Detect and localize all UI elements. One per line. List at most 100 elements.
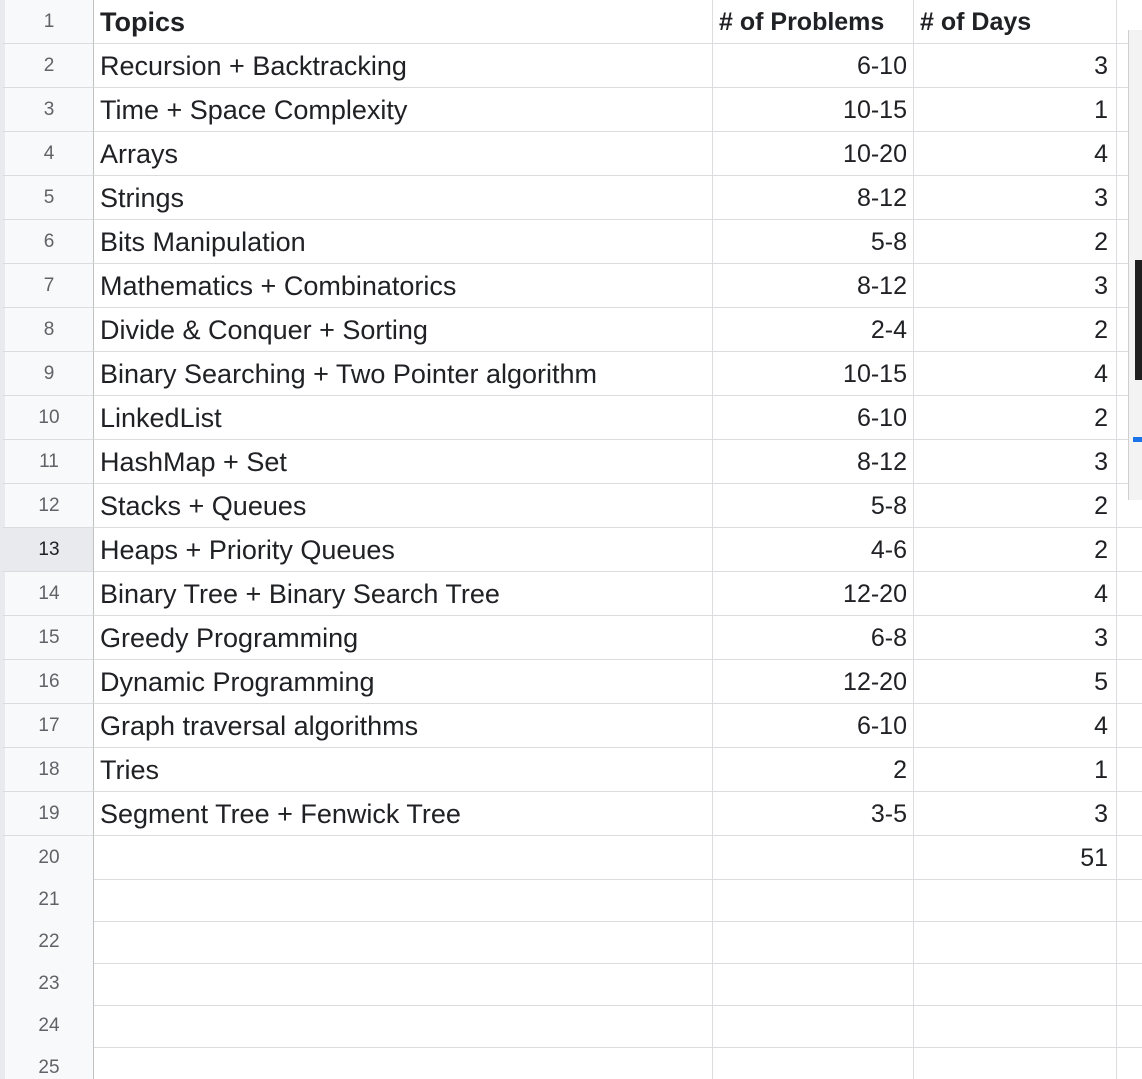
days-cell[interactable]: 3 <box>914 792 1117 836</box>
days-cell[interactable]: 3 <box>914 44 1117 88</box>
problems-cell[interactable]: 8-12 <box>713 264 914 308</box>
problems-cell[interactable]: 8-12 <box>713 440 914 484</box>
topic-cell[interactable]: HashMap + Set <box>94 440 713 484</box>
problems-cell[interactable]: 6-8 <box>713 616 914 660</box>
row-number[interactable]: 15 <box>0 616 94 660</box>
header-problems-cell[interactable]: # of Problems <box>713 0 914 44</box>
row-number[interactable]: 6 <box>0 220 94 264</box>
days-cell[interactable]: 1 <box>914 88 1117 132</box>
row-number[interactable]: 14 <box>0 572 94 616</box>
row-number[interactable]: 2 <box>0 44 94 88</box>
row-number[interactable]: 12 <box>0 484 94 528</box>
header-topics-cell[interactable]: Topics <box>94 0 713 44</box>
days-cell[interactable]: 3 <box>914 264 1117 308</box>
row-number[interactable]: 19 <box>0 792 94 836</box>
empty-cell[interactable] <box>1117 1004 1142 1048</box>
problems-cell[interactable]: 6-10 <box>713 44 914 88</box>
topic-cell[interactable]: Arrays <box>94 132 713 176</box>
problems-cell[interactable]: 2-4 <box>713 308 914 352</box>
problems-cell[interactable]: 12-20 <box>713 660 914 704</box>
problems-cell[interactable]: 2 <box>713 748 914 792</box>
topic-cell[interactable]: Tries <box>94 748 713 792</box>
empty-cell[interactable] <box>1117 528 1142 572</box>
row-number[interactable]: 24 <box>0 1004 94 1048</box>
row-number[interactable]: 4 <box>0 132 94 176</box>
topic-cell[interactable] <box>94 962 713 1006</box>
topic-cell[interactable]: Bits Manipulation <box>94 220 713 264</box>
problems-cell[interactable] <box>713 878 914 922</box>
days-cell[interactable]: 2 <box>914 220 1117 264</box>
empty-cell[interactable] <box>1117 704 1142 748</box>
problems-cell[interactable] <box>713 1004 914 1048</box>
empty-cell[interactable] <box>1117 792 1142 836</box>
row-number[interactable]: 17 <box>0 704 94 748</box>
empty-cell[interactable] <box>1117 484 1142 528</box>
problems-cell[interactable]: 3-5 <box>713 792 914 836</box>
problems-cell[interactable]: 4-6 <box>713 528 914 572</box>
days-cell[interactable]: 51 <box>914 836 1117 880</box>
empty-cell[interactable] <box>1117 878 1142 922</box>
empty-cell[interactable] <box>1117 572 1142 616</box>
topic-cell[interactable]: Binary Searching + Two Pointer algorithm <box>94 352 713 396</box>
row-number[interactable]: 1 <box>0 0 94 44</box>
days-cell[interactable] <box>914 962 1117 1006</box>
row-number[interactable]: 11 <box>0 440 94 484</box>
problems-cell[interactable] <box>713 1046 914 1079</box>
row-number[interactable]: 7 <box>0 264 94 308</box>
days-cell[interactable]: 2 <box>914 484 1117 528</box>
row-number[interactable]: 8 <box>0 308 94 352</box>
topic-cell[interactable]: Stacks + Queues <box>94 484 713 528</box>
topic-cell[interactable]: Binary Tree + Binary Search Tree <box>94 572 713 616</box>
problems-cell[interactable]: 5-8 <box>713 220 914 264</box>
topic-cell[interactable]: Heaps + Priority Queues <box>94 528 713 572</box>
topic-cell[interactable]: Mathematics + Combinatorics <box>94 264 713 308</box>
empty-cell[interactable] <box>1117 836 1142 880</box>
row-number[interactable]: 9 <box>0 352 94 396</box>
topic-cell[interactable] <box>94 836 713 880</box>
topic-cell[interactable]: Graph traversal algorithms <box>94 704 713 748</box>
days-cell[interactable]: 3 <box>914 176 1117 220</box>
empty-cell[interactable] <box>1117 748 1142 792</box>
row-number[interactable]: 25 <box>0 1046 94 1079</box>
row-number[interactable]: 20 <box>0 836 94 880</box>
problems-cell[interactable]: 12-20 <box>713 572 914 616</box>
days-cell[interactable]: 4 <box>914 572 1117 616</box>
empty-cell[interactable] <box>1117 920 1142 964</box>
topic-cell[interactable] <box>94 878 713 922</box>
days-cell[interactable]: 2 <box>914 396 1117 440</box>
days-cell[interactable] <box>914 1004 1117 1048</box>
days-cell[interactable]: 3 <box>914 440 1117 484</box>
days-cell[interactable]: 3 <box>914 616 1117 660</box>
days-cell[interactable]: 2 <box>914 528 1117 572</box>
empty-cell[interactable] <box>1117 616 1142 660</box>
days-cell[interactable] <box>914 1046 1117 1079</box>
days-cell[interactable] <box>914 878 1117 922</box>
empty-cell[interactable] <box>1117 1046 1142 1079</box>
row-number[interactable]: 22 <box>0 920 94 964</box>
problems-cell[interactable] <box>713 962 914 1006</box>
topic-cell[interactable]: Segment Tree + Fenwick Tree <box>94 792 713 836</box>
topic-cell[interactable]: Divide & Conquer + Sorting <box>94 308 713 352</box>
topic-cell[interactable] <box>94 920 713 964</box>
problems-cell[interactable]: 6-10 <box>713 704 914 748</box>
row-number[interactable]: 16 <box>0 660 94 704</box>
topic-cell[interactable]: Recursion + Backtracking <box>94 44 713 88</box>
row-number[interactable]: 21 <box>0 878 94 922</box>
problems-cell[interactable]: 10-15 <box>713 352 914 396</box>
topic-cell[interactable] <box>94 1046 713 1079</box>
days-cell[interactable]: 1 <box>914 748 1117 792</box>
topic-cell[interactable]: Time + Space Complexity <box>94 88 713 132</box>
topic-cell[interactable] <box>94 1004 713 1048</box>
problems-cell[interactable]: 6-10 <box>713 396 914 440</box>
row-number[interactable]: 13 <box>0 528 94 572</box>
empty-cell[interactable] <box>1117 660 1142 704</box>
days-cell[interactable]: 4 <box>914 132 1117 176</box>
row-number[interactable]: 23 <box>0 962 94 1006</box>
problems-cell[interactable]: 5-8 <box>713 484 914 528</box>
problems-cell[interactable]: 10-20 <box>713 132 914 176</box>
header-days-cell[interactable]: # of Days <box>914 0 1117 44</box>
topic-cell[interactable]: Strings <box>94 176 713 220</box>
days-cell[interactable]: 2 <box>914 308 1117 352</box>
row-number[interactable]: 5 <box>0 176 94 220</box>
